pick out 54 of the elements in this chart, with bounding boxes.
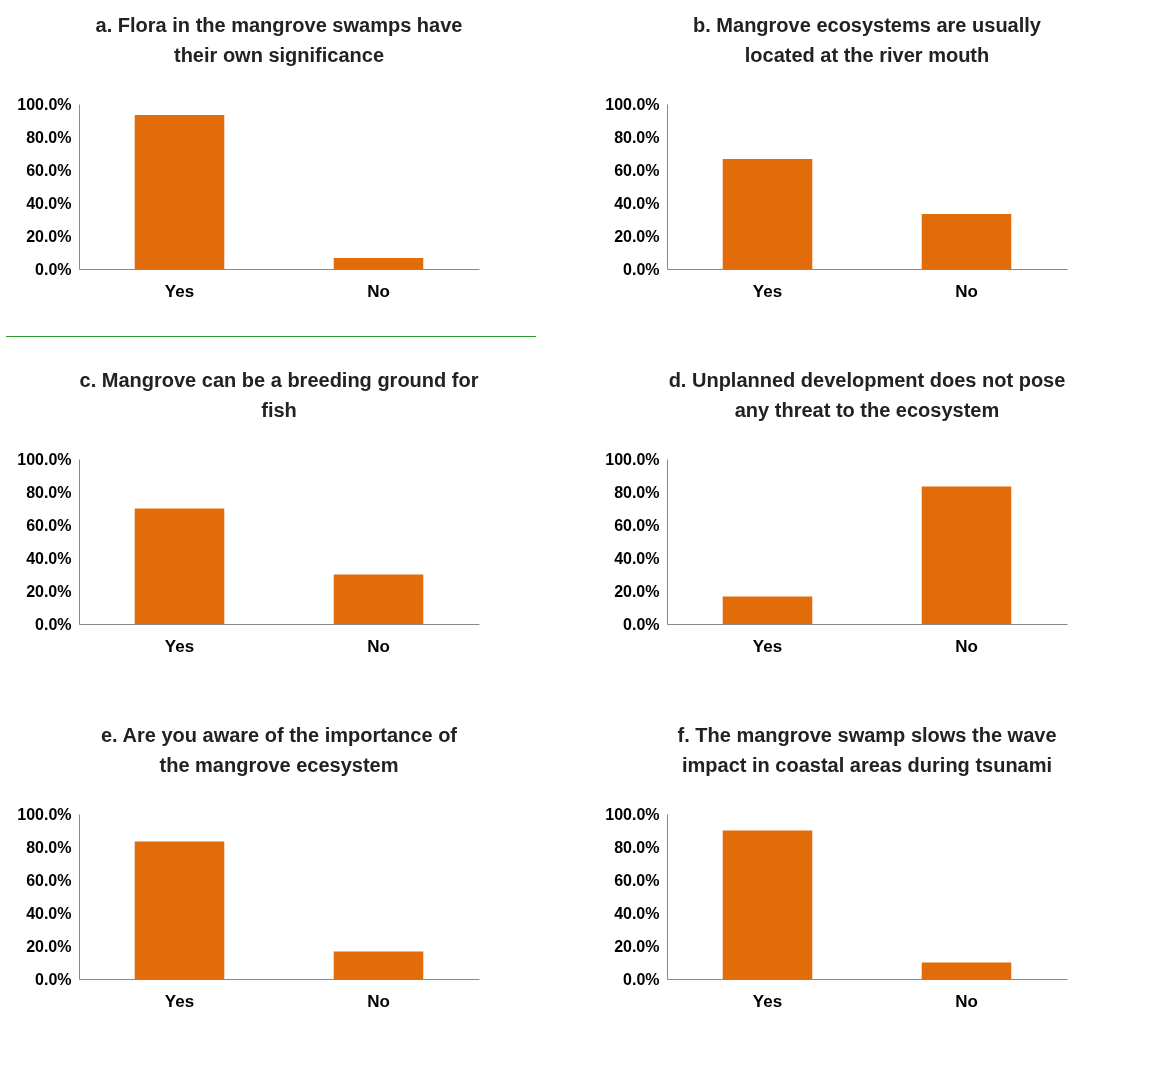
- chart-title: a. Flora in the mangrove swamps have their own significance: [95, 14, 463, 66]
- y-tick-label: 80.0%: [26, 128, 72, 146]
- y-tick-label: 20.0%: [26, 582, 72, 600]
- y-tick-label: 60.0%: [614, 871, 660, 889]
- y-tick-label: 80.0%: [26, 483, 72, 501]
- chart-title: b. Mangrove ecosystems are usually located at the river mouth: [693, 14, 1042, 66]
- y-tick-label: 100.0%: [605, 450, 660, 468]
- y-tick-label: 40.0%: [614, 549, 660, 567]
- y-tick-label: 60.0%: [614, 161, 660, 179]
- y-tick-label: 100.0%: [605, 95, 660, 113]
- chart-title: d. Unplanned development does not pose any threat to the ecosystem: [668, 369, 1066, 421]
- x-tick-label: No: [955, 991, 978, 1011]
- y-tick-label: 60.0%: [26, 516, 72, 534]
- x-tick-label: No: [955, 281, 978, 301]
- y-tick-label: 0.0%: [623, 970, 660, 988]
- y-tick-label: 100.0%: [17, 805, 72, 823]
- y-tick-label: 80.0%: [26, 838, 72, 856]
- y-tick-label: 40.0%: [26, 904, 72, 922]
- y-tick-label: 60.0%: [26, 161, 72, 179]
- x-tick-label: Yes: [164, 991, 195, 1011]
- y-tick-label: 0.0%: [623, 615, 660, 633]
- chart-title: f. The mangrove swamp slows the wave impact in coastal areas during tsunami: [677, 724, 1057, 776]
- y-tick-label: 20.0%: [26, 937, 72, 955]
- y-tick-label: 20.0%: [614, 582, 660, 600]
- y-tick-label: 20.0%: [614, 937, 660, 955]
- y-tick-label: 20.0%: [614, 227, 660, 245]
- y-tick-label: 0.0%: [623, 260, 660, 278]
- y-tick-label: 0.0%: [35, 260, 72, 278]
- x-tick-label: Yes: [164, 636, 195, 656]
- y-tick-label: 0.0%: [35, 615, 72, 633]
- y-tick-label: 100.0%: [605, 805, 660, 823]
- x-tick-label: Yes: [164, 281, 195, 301]
- y-tick-label: 80.0%: [614, 128, 660, 146]
- x-tick-label: No: [367, 991, 390, 1011]
- x-tick-label: No: [367, 636, 390, 656]
- y-tick-label: 40.0%: [26, 194, 72, 212]
- x-tick-label: Yes: [752, 636, 783, 656]
- y-tick-label: 80.0%: [614, 838, 660, 856]
- y-tick-label: 20.0%: [26, 227, 72, 245]
- y-tick-label: 40.0%: [614, 194, 660, 212]
- y-tick-label: 40.0%: [26, 549, 72, 567]
- x-tick-label: Yes: [752, 991, 783, 1011]
- y-tick-label: 0.0%: [35, 970, 72, 988]
- y-tick-label: 60.0%: [26, 871, 72, 889]
- y-tick-label: 100.0%: [17, 450, 72, 468]
- y-tick-label: 40.0%: [614, 904, 660, 922]
- y-tick-label: 60.0%: [614, 516, 660, 534]
- chart-title: e. Are you aware of the importance of the mangrove ecesystem: [100, 724, 458, 776]
- y-tick-label: 100.0%: [17, 95, 72, 113]
- x-tick-label: No: [367, 281, 390, 301]
- y-tick-label: 80.0%: [614, 483, 660, 501]
- x-tick-label: No: [955, 636, 978, 656]
- x-tick-label: Yes: [752, 281, 783, 301]
- chart-title: c. Mangrove can be a breeding ground for fish: [79, 369, 479, 421]
